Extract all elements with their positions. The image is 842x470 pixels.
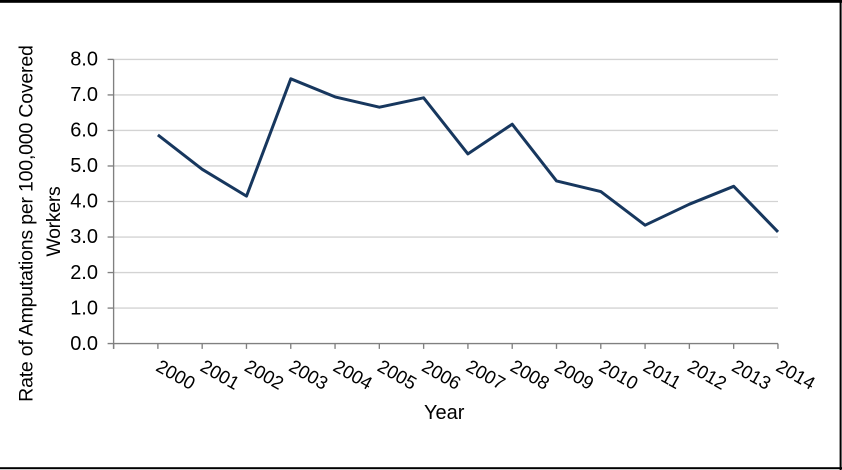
svg-text:3.0: 3.0 [70,226,98,248]
svg-text:0.0: 0.0 [70,333,98,355]
svg-text:1.0: 1.0 [70,297,98,319]
svg-text:Workers: Workers [43,186,65,257]
svg-text:Year: Year [424,402,465,424]
svg-text:2.0: 2.0 [70,262,98,284]
svg-text:4.0: 4.0 [70,191,98,213]
svg-text:8.0: 8.0 [70,49,98,71]
svg-text:6.0: 6.0 [70,120,98,142]
svg-text:7.0: 7.0 [70,84,98,106]
svg-text:Rate of Amputations per 100,00: Rate of Amputations per 100,000 Covered [15,45,37,401]
svg-text:5.0: 5.0 [70,155,98,177]
